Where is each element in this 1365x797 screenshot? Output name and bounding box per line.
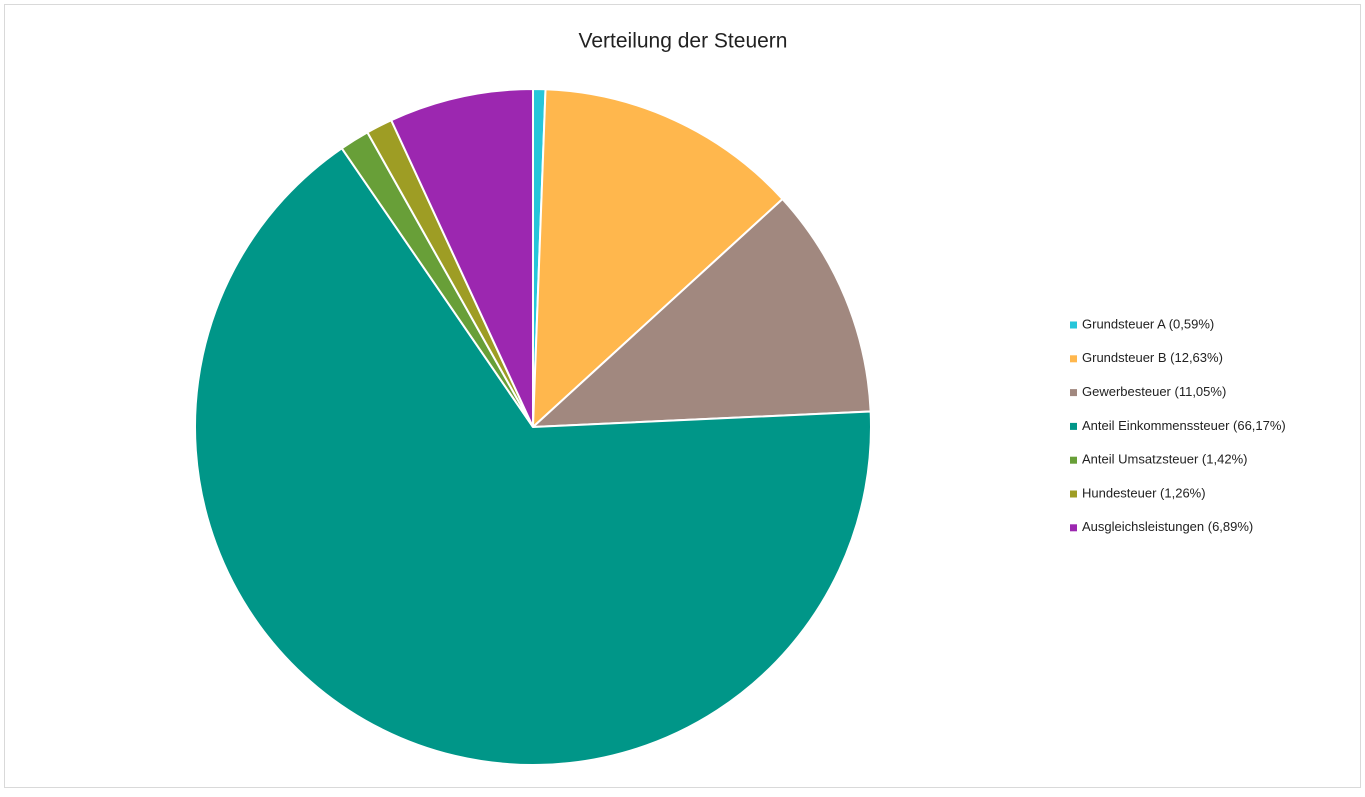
legend-label: Grundsteuer A (0,59%) <box>1082 316 1214 331</box>
pie-slice <box>531 88 784 430</box>
legend-marker <box>1070 456 1077 464</box>
pie-slice <box>389 87 534 428</box>
legend-marker <box>1070 490 1077 498</box>
legend-label: Anteil Einkommenssteuer (66,17%) <box>1082 418 1286 433</box>
pie-slice <box>194 146 872 766</box>
legend-marker <box>1070 321 1077 329</box>
legend-marker <box>1070 355 1077 363</box>
pie-slice <box>530 197 872 429</box>
legend-label: Gewerbesteuer (11,05%) <box>1082 384 1226 399</box>
legend-marker <box>1070 389 1077 397</box>
legend-label: Anteil Umsatzsteuer (1,42%) <box>1082 452 1247 467</box>
legend-label: Grundsteuer B (12,63%) <box>1082 350 1223 365</box>
legend-label: Ausgleichsleistungen (6,89%) <box>1082 519 1253 534</box>
legend-label: Hundesteuer (1,26%) <box>1082 485 1206 500</box>
legend-marker <box>1070 524 1077 532</box>
chart-title: Verteilung der Steuern <box>579 30 788 53</box>
legend-marker <box>1070 422 1077 430</box>
